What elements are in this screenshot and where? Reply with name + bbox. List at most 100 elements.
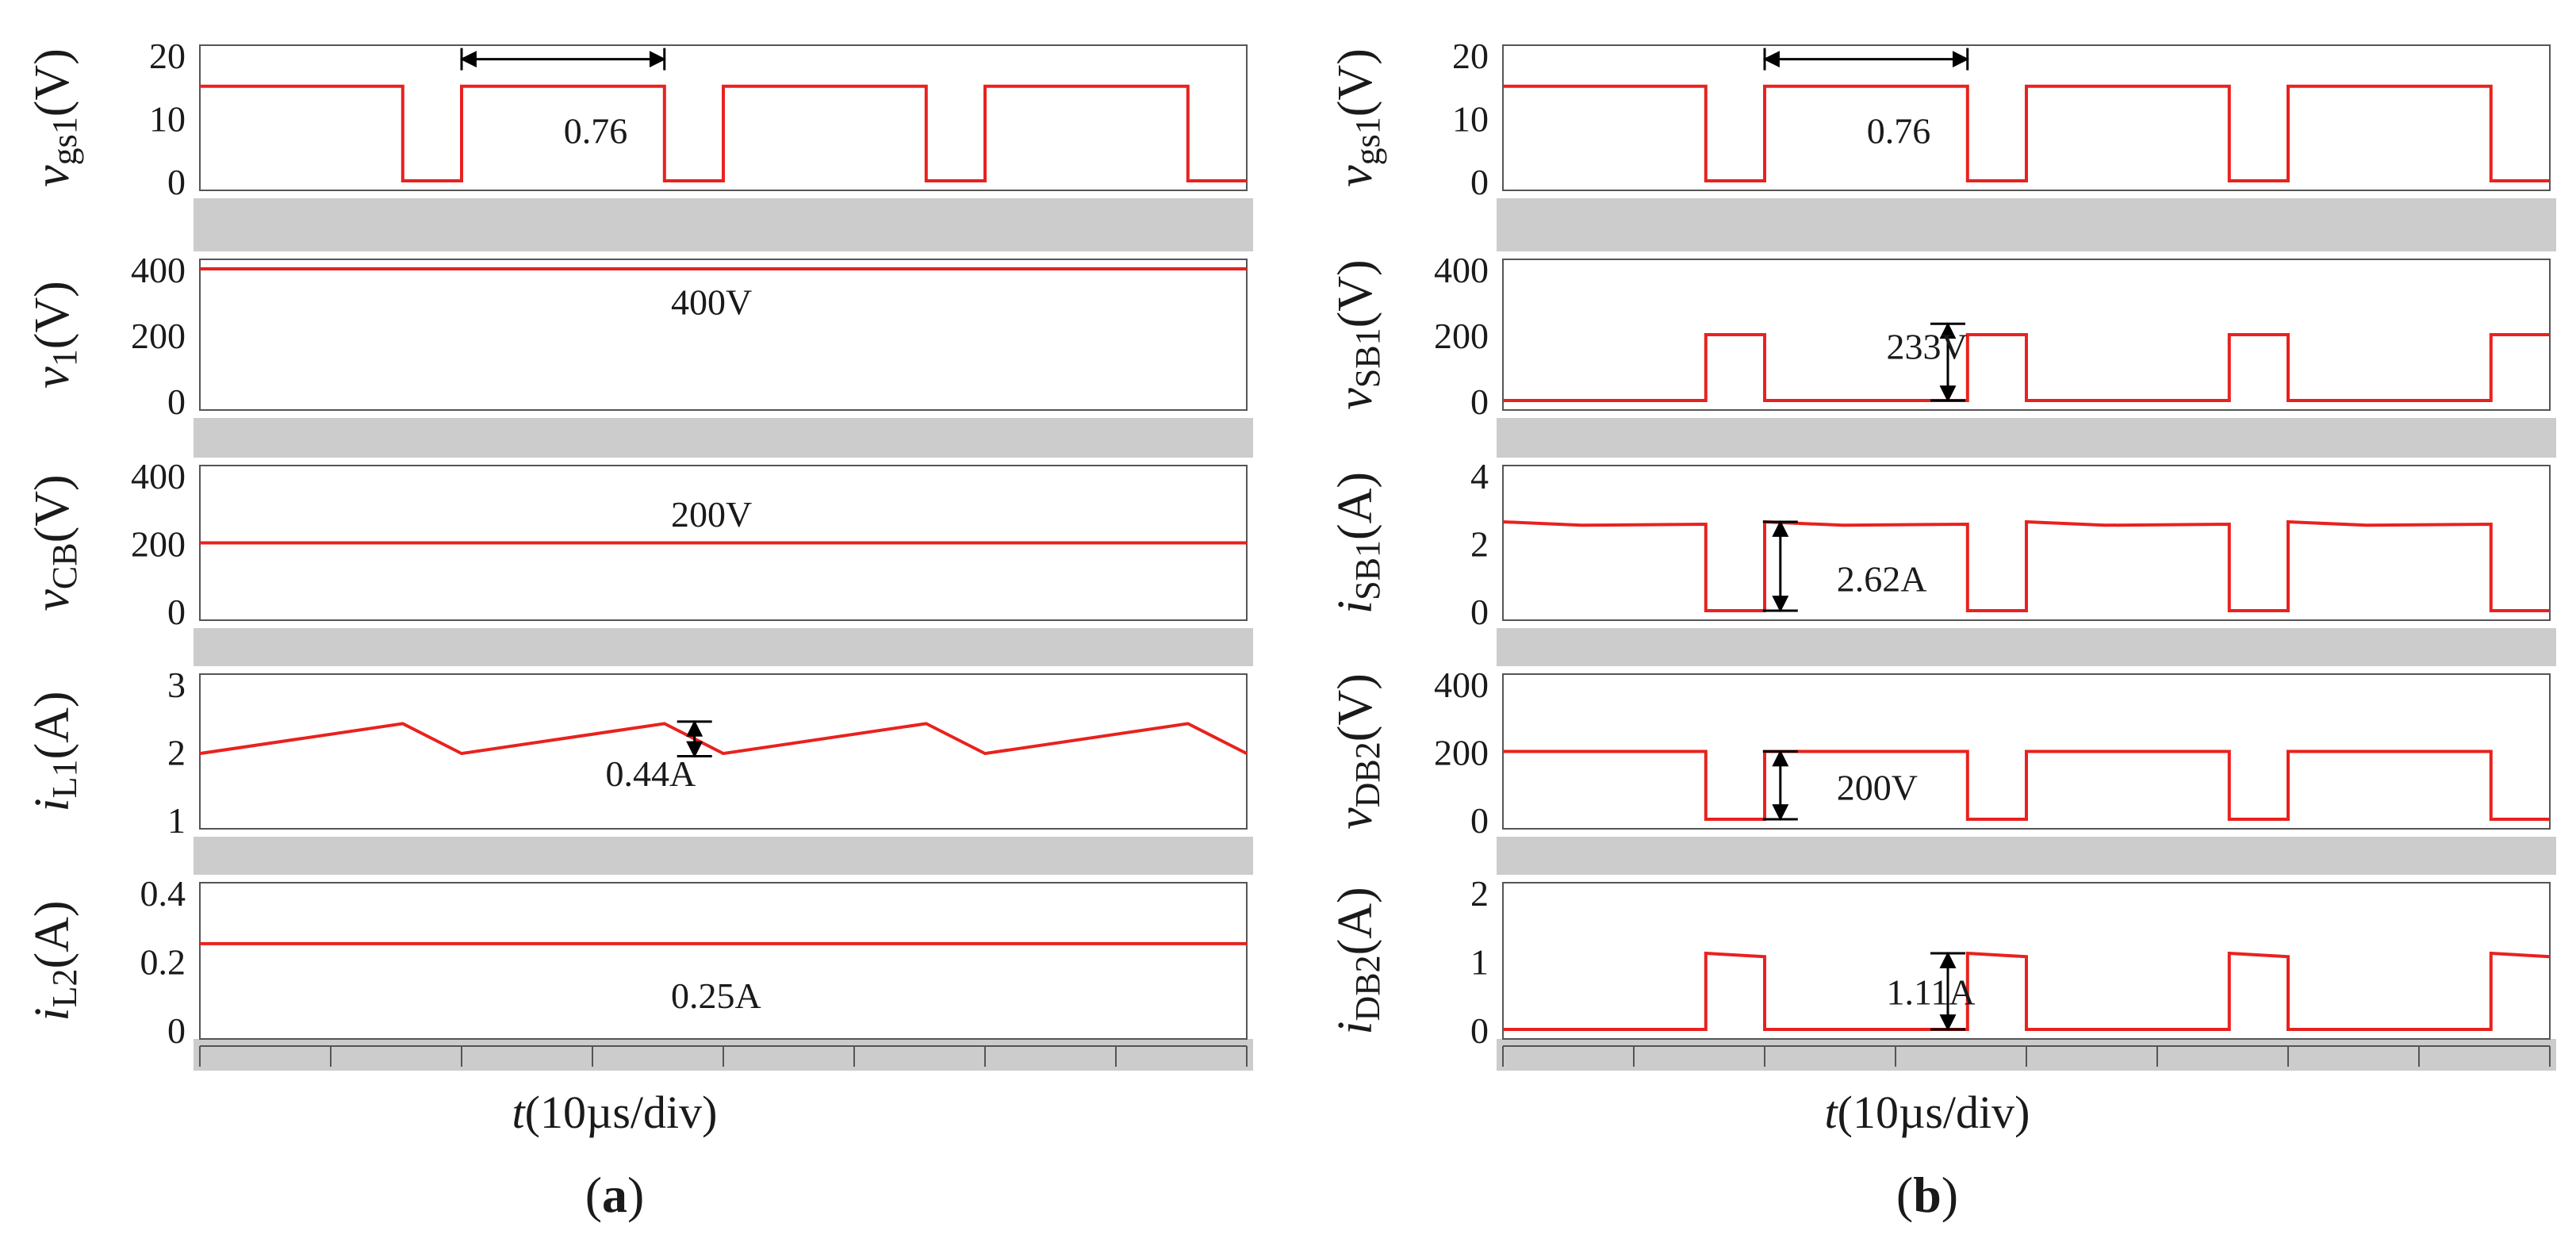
- trace-iSB1: [1502, 519, 2550, 612]
- ylabel-b5: iDB2(A): [1328, 887, 1387, 1034]
- panel-a: 010200.76vgs1(V)0200400400Vv1(V)02004002…: [25, 36, 1253, 1071]
- ytick-label-a3: 0: [167, 592, 186, 632]
- trace-vgs1: [1503, 84, 2550, 182]
- trace-vSB1: [1503, 333, 2550, 402]
- ylabel-main: i: [1328, 1021, 1382, 1034]
- panel-b-xlabel-unit: (10µs/div): [1838, 1087, 2030, 1138]
- panel-a-xlabel: t(10µs/div): [512, 1087, 718, 1138]
- ylabel-a2: v1(V): [25, 281, 84, 389]
- ylabel-a1: vgs1(V): [25, 48, 84, 187]
- annotation-label-a1: 0.76: [564, 110, 628, 151]
- ylabel-sub: L1: [45, 759, 84, 798]
- ylabel-b3: iSB1(A): [1328, 472, 1387, 614]
- ytick-label-a3: 200: [131, 524, 186, 565]
- ytick-label-a3: 400: [131, 456, 186, 496]
- ylabel-main: i: [1328, 600, 1382, 614]
- ytick-label-b1: 10: [1452, 99, 1489, 140]
- plot-frame-a4: [199, 673, 1248, 830]
- ylabel-main: i: [25, 1007, 79, 1021]
- plot-frame-a2: [199, 259, 1248, 411]
- ylabel-a5: iL2(A): [25, 900, 84, 1021]
- ylabel-sub: gs1: [1348, 117, 1387, 165]
- ylabel-a4: iL1(A): [25, 691, 84, 811]
- ylabel-unit: (A): [1328, 472, 1382, 540]
- annotation-label-b4: 200V: [1837, 767, 1918, 807]
- annotation-label-a2: 400V: [671, 282, 752, 323]
- ylabel-sub: DB2: [1348, 955, 1387, 1021]
- ylabel-main: v: [1328, 807, 1382, 830]
- annotation-label-a3: 200V: [671, 494, 752, 535]
- ytick-label-b4: 400: [1434, 665, 1489, 705]
- annotation-label-b2: 233V: [1886, 327, 1967, 367]
- annotation-label-b5: 1.11A: [1886, 972, 1975, 1012]
- ylabel-unit: (V): [1328, 673, 1382, 742]
- panel-a-caption: (a): [585, 1167, 645, 1223]
- annotation-label-b3: 2.62A: [1837, 558, 1927, 599]
- ylabel-main: v: [1328, 165, 1382, 187]
- separator-band: [194, 837, 1253, 875]
- panel-b: 010200.76vgs1(V)0200400233VvSB1(V)0242.6…: [1328, 36, 2556, 1071]
- ylabel-unit: (A): [25, 900, 79, 968]
- panel-a-labels: t(10µs/div) (a): [512, 1087, 718, 1223]
- panel-a-xlabel-unit: (10µs/div): [525, 1087, 718, 1138]
- ylabel-unit: (A): [25, 691, 79, 759]
- ytick-label-a4: 2: [167, 733, 186, 773]
- ytick-label-b2: 0: [1470, 381, 1489, 422]
- trace-vgs1: [200, 84, 1247, 182]
- ytick-label-b4: 200: [1434, 733, 1489, 773]
- ylabel-unit: (V): [25, 474, 79, 542]
- ylabel-sub: SB1: [1348, 540, 1387, 600]
- ytick-label-a4: 3: [167, 665, 186, 705]
- ylabel-unit: (A): [1328, 887, 1382, 955]
- ylabel-sub: CB: [45, 542, 84, 589]
- ylabel-main: v: [25, 165, 79, 187]
- panel-b-letter: b: [1913, 1167, 1942, 1223]
- ylabel-unit: (V): [25, 281, 79, 349]
- separator-band: [194, 418, 1253, 458]
- ylabel-unit: (V): [25, 48, 79, 117]
- ytick-label-a2: 200: [131, 316, 186, 356]
- ytick-label-b5: 2: [1470, 873, 1489, 914]
- separator-band: [194, 628, 1253, 666]
- separator-band: [1497, 837, 2556, 875]
- separator-band: [1497, 628, 2556, 666]
- ytick-label-b4: 0: [1470, 800, 1489, 841]
- ylabel-sub: SB1: [1348, 328, 1387, 388]
- panel-b-xlabel-var: t: [1825, 1087, 1839, 1138]
- ylabel-main: v: [25, 589, 79, 611]
- ylabel-main: i: [25, 798, 79, 811]
- ylabel-b2: vSB1(V): [1328, 259, 1387, 409]
- ytick-label-a4: 1: [167, 800, 186, 841]
- ylabel-unit: (V): [1328, 48, 1382, 117]
- ytick-label-a2: 0: [167, 381, 186, 422]
- ylabel-sub: DB2: [1348, 742, 1387, 807]
- trace-vDB2: [1503, 749, 2550, 821]
- ylabel-unit: (V): [1328, 259, 1382, 328]
- panel-b-labels: t(10µs/div) (b): [1825, 1087, 2030, 1223]
- separator-band: [194, 198, 1253, 251]
- ytick-label-a5: 0: [167, 1010, 186, 1051]
- panel-b-caption: (b): [1896, 1167, 1958, 1223]
- separator-band: [1497, 198, 2556, 251]
- annotation-label-a5: 0.25A: [671, 975, 761, 1016]
- plot-frame-a5: [199, 882, 1248, 1040]
- ylabel-main: v: [1328, 388, 1382, 410]
- ytick-label-a5: 0.2: [140, 942, 186, 983]
- ytick-label-a1: 10: [149, 99, 186, 140]
- ylabel-sub: 1: [45, 349, 84, 366]
- annotation-label-a4: 0.44A: [606, 753, 696, 794]
- annotation-label-b1: 0.76: [1867, 110, 1931, 151]
- trace-iL1: [199, 722, 1248, 756]
- panel-a-xlabel-var: t: [512, 1087, 527, 1138]
- ytick-label-b5: 0: [1470, 1010, 1489, 1051]
- panel-b-xlabel: t(10µs/div): [1825, 1087, 2030, 1138]
- ylabel-main: v: [25, 366, 79, 389]
- ylabel-sub: gs1: [45, 117, 84, 165]
- ylabel-sub: L2: [45, 968, 84, 1007]
- ytick-label-b1: 0: [1470, 162, 1489, 202]
- ytick-label-b3: 4: [1470, 456, 1489, 496]
- ytick-label-a2: 400: [131, 250, 186, 290]
- ytick-label-a1: 0: [167, 162, 186, 202]
- ylabel-a3: vCB(V): [25, 474, 84, 611]
- ytick-label-a5: 0.4: [140, 873, 186, 914]
